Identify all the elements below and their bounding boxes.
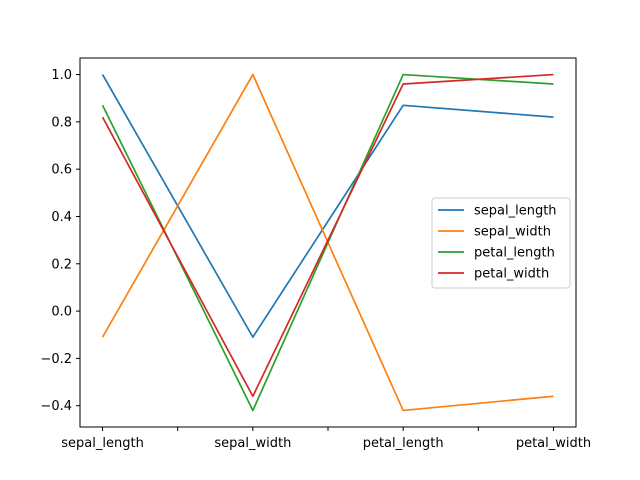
legend-entry: petal_length [438,246,555,261]
series-layer [101,73,554,412]
legend-label: sepal_width [474,225,551,240]
x-tick-label: sepal_width [214,436,291,451]
y-tick-label: 0.6 [51,163,72,178]
legend-entry: petal_width [438,267,549,282]
y-tick-label: −0.2 [40,352,72,367]
x-tick-label: petal_width [516,436,591,451]
y-tick-label: 0.0 [51,305,72,320]
x-axis: sepal_length sepal_width petal_length petal… [61,427,591,451]
legend-entry: sepal_length [438,204,557,219]
series-line-petal-width [101,73,554,398]
y-tick-label: −0.4 [40,399,72,414]
legend-label: petal_length [474,246,555,261]
x-tick-label: sepal_length [61,436,144,451]
y-tick-label: 0.8 [51,115,72,130]
legend-box [431,197,571,289]
legend: sepal_length sepal_width petal_lengthpetal… [431,197,571,289]
y-axis: 1.0 0.8 0.6 0.4 0.2 0.0 −0.2 −0.4 [40,68,80,414]
legend-label: petal_width [474,267,549,282]
y-tick-label: 1.0 [51,68,72,83]
legend-label: sepal_length [474,204,557,219]
y-tick-label: 0.4 [51,210,72,225]
legend-entry: sepal_width [438,225,551,240]
y-tick-label: 0.2 [51,257,72,272]
x-tick-label: petal_length [363,436,444,451]
